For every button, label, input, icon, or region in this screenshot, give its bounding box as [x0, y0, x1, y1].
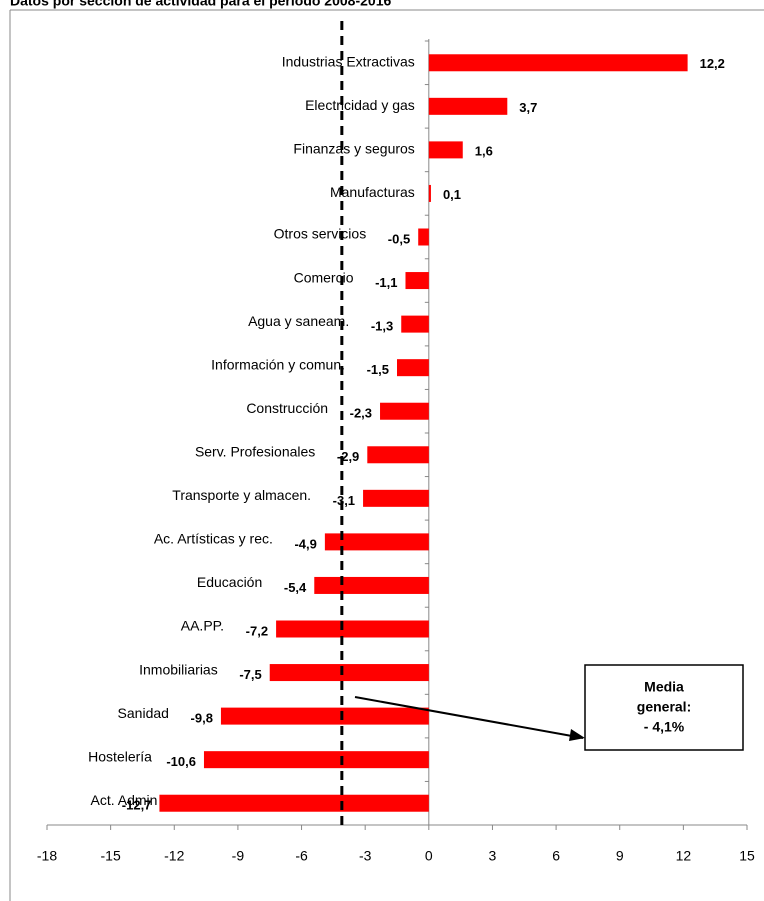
- category-label: Industrias Extractivas: [282, 53, 415, 69]
- x-tick-label: 6: [552, 848, 560, 864]
- x-tick-label: 3: [489, 848, 497, 864]
- category-label: Electricidad y gas: [305, 97, 415, 113]
- bar: [418, 228, 429, 246]
- category-label: Manufacturas: [330, 184, 415, 200]
- annotation-text: general:: [637, 699, 691, 715]
- value-label: 1,6: [475, 143, 493, 158]
- category-label: Serv. Profesionales: [195, 443, 315, 459]
- value-label: 12,2: [700, 56, 725, 71]
- x-tick-label: 15: [739, 848, 755, 864]
- value-label: -3,1: [333, 493, 355, 508]
- category-label: AA.PP.: [181, 618, 224, 634]
- category-label: Act. Admin: [91, 792, 158, 808]
- bar: [269, 664, 429, 682]
- x-tick-label: -12: [164, 848, 184, 864]
- x-tick-label: -18: [37, 848, 57, 864]
- annotation-text: Media: [644, 679, 684, 695]
- annotation-text: - 4,1%: [644, 719, 685, 735]
- value-label: 0,1: [443, 187, 461, 202]
- bar: [203, 751, 429, 769]
- bar: [428, 54, 688, 72]
- value-label: -12,7: [122, 798, 152, 813]
- category-label: Agua y saneam.: [248, 313, 349, 329]
- annotation-box: [584, 664, 744, 751]
- bar: [276, 620, 429, 638]
- value-label: -2,3: [350, 406, 372, 421]
- x-tick-label: -3: [359, 848, 372, 864]
- value-label: -5,4: [284, 580, 307, 595]
- value-label: -1,3: [371, 319, 393, 334]
- value-label: -4,9: [294, 536, 316, 551]
- annotation-arrow: [354, 696, 584, 739]
- x-tick-label: -9: [232, 848, 245, 864]
- bar: [401, 315, 429, 333]
- value-label: -7,2: [246, 623, 268, 638]
- category-label: Otros servicios: [274, 226, 367, 242]
- value-label: -1,1: [375, 275, 397, 290]
- x-tick-label: 0: [425, 848, 433, 864]
- value-label: -7,5: [239, 667, 261, 682]
- bar: [405, 272, 429, 290]
- category-label: Hostelería: [88, 748, 152, 764]
- value-label: -2,9: [337, 449, 359, 464]
- category-label: Información y comun.: [211, 356, 345, 372]
- value-label: -9,8: [191, 711, 213, 726]
- bar: [380, 402, 429, 420]
- x-tick-label: -15: [101, 848, 121, 864]
- category-label: Construcción: [246, 400, 328, 416]
- x-tick-label: 12: [676, 848, 692, 864]
- category-label: Sanidad: [118, 705, 169, 721]
- x-tick-label: 9: [616, 848, 624, 864]
- value-label: -1,5: [367, 362, 389, 377]
- value-label: -0,5: [388, 231, 410, 246]
- chart-title: Datos por sección de actividad para el p…: [10, 0, 391, 9]
- category-label: Ac. Artísticas y rec.: [154, 531, 273, 547]
- bar: [324, 533, 429, 551]
- category-label: Inmobiliarias: [139, 661, 218, 677]
- bar: [314, 576, 429, 594]
- category-label: Educación: [197, 574, 262, 590]
- value-label: 3,7: [519, 100, 537, 115]
- value-label: -10,6: [166, 754, 196, 769]
- category-label: Comercio: [294, 269, 354, 285]
- category-label: Finanzas y seguros: [293, 141, 414, 157]
- bar: [428, 97, 508, 115]
- bar: [363, 489, 429, 507]
- bar: [220, 707, 429, 725]
- bar: [159, 794, 429, 812]
- bar: [367, 446, 429, 464]
- bar: [428, 184, 431, 202]
- bar: [428, 141, 463, 159]
- category-label: Transporte y almacen.: [172, 487, 311, 503]
- arrow-head: [569, 729, 585, 741]
- bar: [397, 359, 429, 377]
- x-tick-label: -6: [295, 848, 308, 864]
